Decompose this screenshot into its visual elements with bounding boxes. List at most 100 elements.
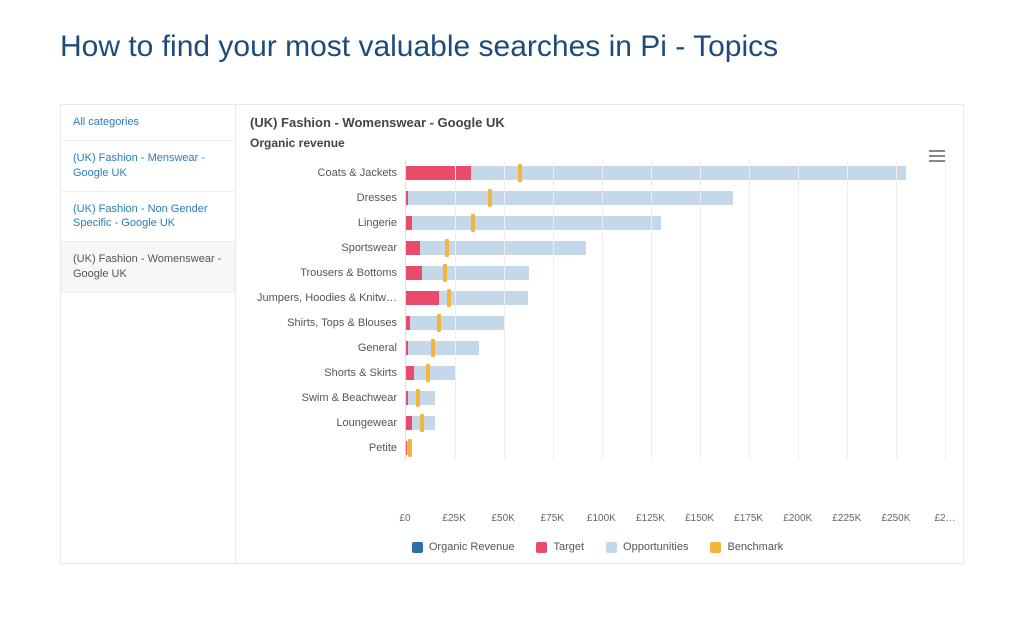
bars-layer <box>406 160 945 460</box>
bar-row <box>406 210 945 235</box>
category-label: Petite <box>250 435 397 460</box>
bar-segment-opportunities[interactable] <box>422 266 530 280</box>
category-label: Swim & Beachwear <box>250 385 397 410</box>
gridline <box>651 160 652 460</box>
benchmark-marker[interactable] <box>471 214 475 232</box>
bar-segment-opportunities[interactable] <box>408 391 435 405</box>
bar-row <box>406 235 945 260</box>
benchmark-marker[interactable] <box>437 314 441 332</box>
benchmark-marker[interactable] <box>426 364 430 382</box>
x-axis: £0 £25K £50K £75K £100K £125K £150K £175K £200K £… <box>250 513 945 531</box>
category-label: Trousers & Bottoms <box>250 260 397 285</box>
gridline <box>749 160 750 460</box>
benchmark-marker[interactable] <box>488 189 492 207</box>
benchmark-marker[interactable] <box>443 264 447 282</box>
legend-label: Organic Revenue <box>429 541 515 553</box>
legend-swatch <box>710 542 721 553</box>
bar-segment-opportunities[interactable] <box>439 291 527 305</box>
gridline <box>602 160 603 460</box>
x-tick-label: £75K <box>541 513 564 524</box>
category-label: Shirts, Tops & Blouses <box>250 310 397 335</box>
bar-segment-target[interactable] <box>406 266 422 280</box>
legend-label: Opportunities <box>623 541 688 553</box>
benchmark-marker[interactable] <box>518 164 522 182</box>
bar-segment-opportunities[interactable] <box>414 366 455 380</box>
bar-segment-target[interactable] <box>406 241 420 255</box>
sidebar-item[interactable]: (UK) Fashion - Womenswear - Google UK <box>61 242 235 293</box>
benchmark-marker[interactable] <box>431 339 435 357</box>
plot-area <box>405 160 945 460</box>
benchmark-marker[interactable] <box>416 389 420 407</box>
legend-swatch <box>536 542 547 553</box>
bar-segment-opportunities[interactable] <box>410 316 504 330</box>
x-tick-label: £50K <box>491 513 514 524</box>
x-tick-label: £2… <box>934 513 955 524</box>
legend-swatch <box>606 542 617 553</box>
legend-label: Benchmark <box>727 541 783 553</box>
x-tick-label: £200K <box>783 513 812 524</box>
bar-row <box>406 410 945 435</box>
x-tick-label: £175K <box>734 513 763 524</box>
legend-item[interactable]: Benchmark <box>710 541 783 553</box>
panel: All categories(UK) Fashion - Menswear - … <box>60 104 964 564</box>
x-tick-label: £0 <box>399 513 410 524</box>
x-tick-label: £100K <box>587 513 616 524</box>
category-label: Loungewear <box>250 410 397 435</box>
page-title: How to find your most valuable searches … <box>60 30 964 64</box>
bar-row <box>406 385 945 410</box>
gridline <box>553 160 554 460</box>
benchmark-marker[interactable] <box>445 239 449 257</box>
x-tick-label: £250K <box>881 513 910 524</box>
bar-row <box>406 360 945 385</box>
legend-item[interactable]: Opportunities <box>606 541 688 553</box>
gridline <box>945 160 946 460</box>
legend-item[interactable]: Target <box>536 541 584 553</box>
legend-label: Target <box>553 541 584 553</box>
bar-row <box>406 260 945 285</box>
category-label: Dresses <box>250 185 397 210</box>
legend: Organic Revenue Target Opportunities Benchm… <box>250 541 945 553</box>
bar-segment-opportunities[interactable] <box>412 216 661 230</box>
chart-body: Coats & JacketsDressesLingerieSportswear… <box>250 160 945 511</box>
gridline <box>896 160 897 460</box>
bar-segment-opportunities[interactable] <box>471 166 906 180</box>
sidebar-item[interactable]: (UK) Fashion - Non Gender Specific - Goo… <box>61 192 235 243</box>
x-tick-label: £225K <box>832 513 861 524</box>
legend-item[interactable]: Organic Revenue <box>412 541 515 553</box>
category-labels: Coats & JacketsDressesLingerieSportswear… <box>250 160 405 460</box>
bar-row <box>406 160 945 185</box>
category-label: Shorts & Skirts <box>250 360 397 385</box>
category-label: Coats & Jackets <box>250 160 397 185</box>
x-tick-label: £150K <box>685 513 714 524</box>
gridline <box>700 160 701 460</box>
sidebar-item[interactable]: All categories <box>61 105 235 141</box>
x-tick-label: £125K <box>636 513 665 524</box>
chart-title: (UK) Fashion - Womenswear - Google UK <box>250 115 945 130</box>
chart-subtitle: Organic revenue <box>250 136 945 150</box>
benchmark-marker[interactable] <box>408 439 412 457</box>
bar-row <box>406 335 945 360</box>
gridline <box>847 160 848 460</box>
legend-swatch <box>412 542 423 553</box>
x-tick-label: £25K <box>442 513 465 524</box>
category-label: Lingerie <box>250 210 397 235</box>
bar-row <box>406 310 945 335</box>
chart-main: (UK) Fashion - Womenswear - Google UK Or… <box>236 105 963 563</box>
gridline <box>798 160 799 460</box>
category-label: Sportswear <box>250 235 397 260</box>
x-axis-ticks: £0£25K£50K£75K£100K£125K£150K£175K£200K£… <box>405 513 945 531</box>
bar-segment-target[interactable] <box>406 366 414 380</box>
bar-segment-target[interactable] <box>406 166 471 180</box>
category-label: Jumpers, Hoodies & Knitw… <box>250 285 397 310</box>
bar-row <box>406 285 945 310</box>
sidebar-item[interactable]: (UK) Fashion - Menswear - Google UK <box>61 141 235 192</box>
gridline <box>504 160 505 460</box>
category-label: General <box>250 335 397 360</box>
benchmark-marker[interactable] <box>447 289 451 307</box>
bar-segment-opportunities[interactable] <box>408 341 479 355</box>
bar-segment-opportunities[interactable] <box>408 191 733 205</box>
bar-segment-target[interactable] <box>406 291 439 305</box>
benchmark-marker[interactable] <box>420 414 424 432</box>
sidebar: All categories(UK) Fashion - Menswear - … <box>61 105 236 563</box>
gridline <box>455 160 456 460</box>
